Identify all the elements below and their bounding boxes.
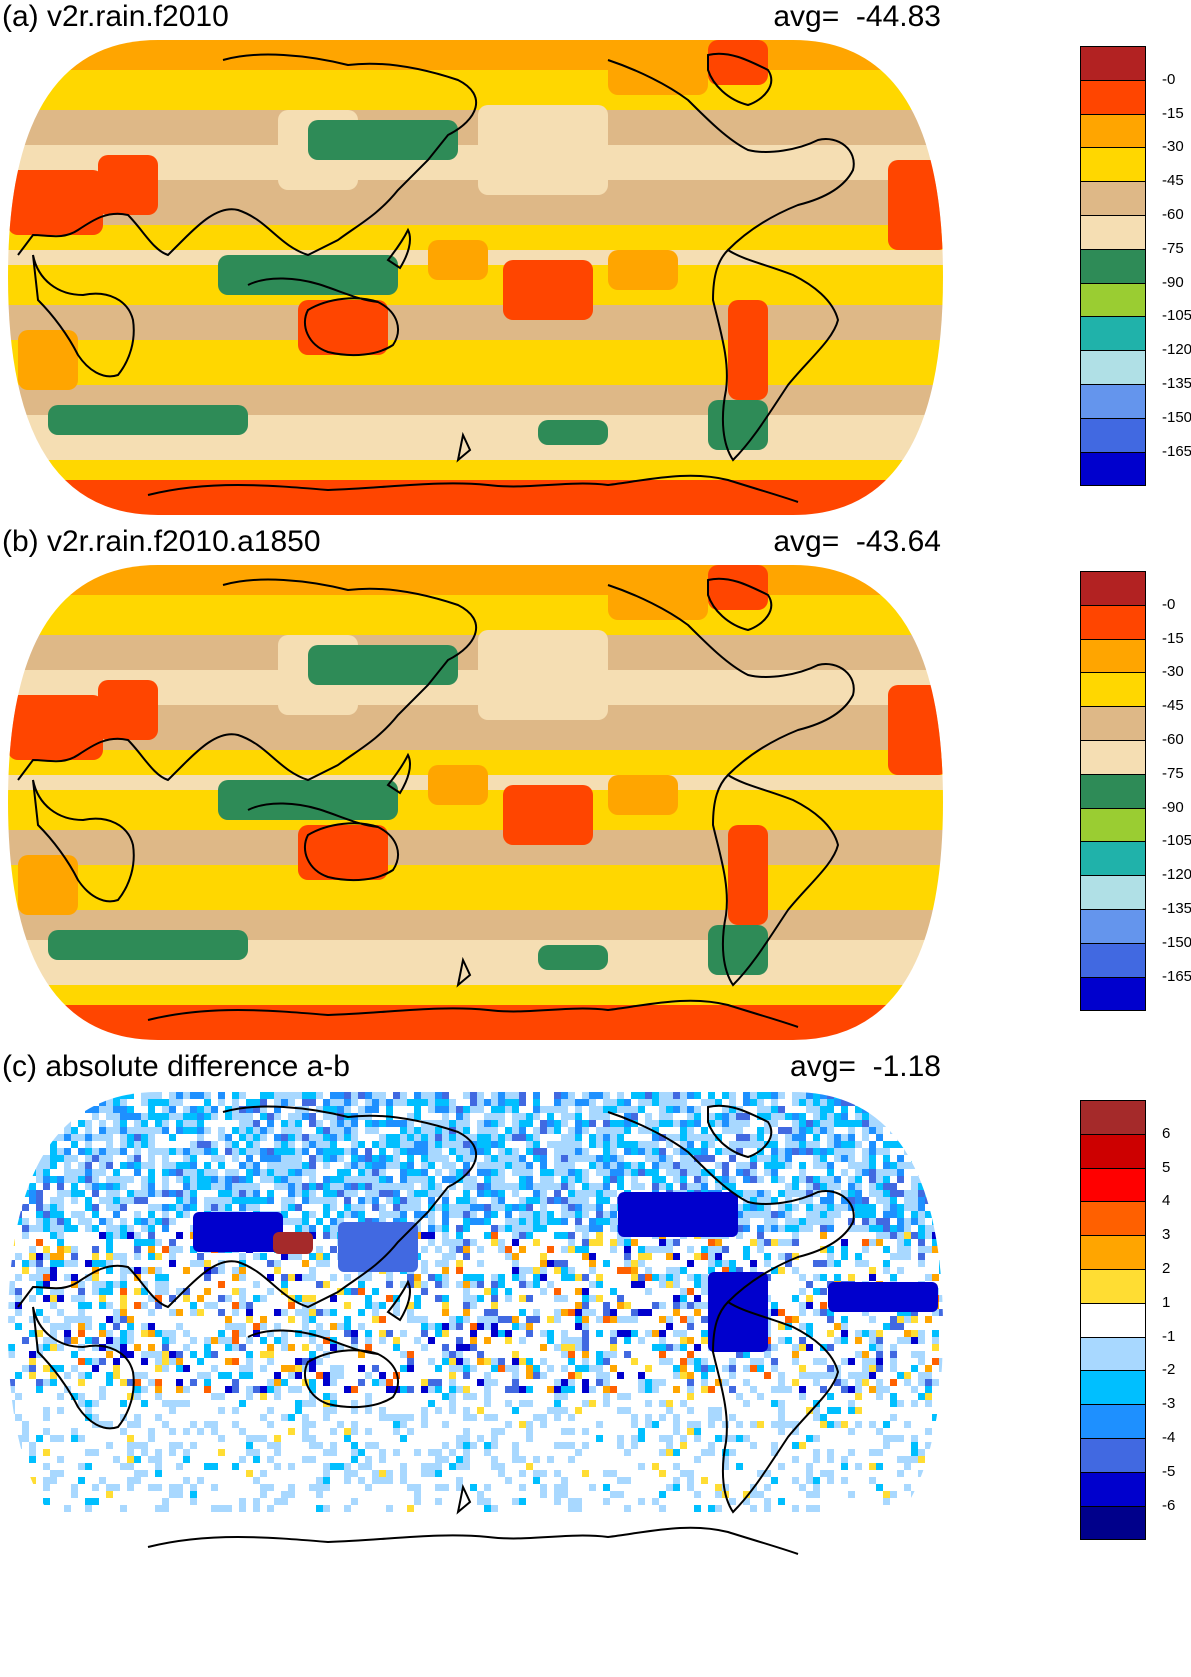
colorbar-box	[1080, 1471, 1146, 1507]
colorbar-tick-label: -90	[1162, 798, 1184, 816]
colorbar-box	[1080, 1505, 1146, 1541]
colorbar-tick-label: -120	[1162, 341, 1191, 359]
panel-b: (b) v2r.rain.f2010.a1850 avg= -43.64 -0 -…	[0, 525, 1191, 1040]
colorbar-tick-label: -135	[1162, 900, 1191, 917]
panel-average: avg= -44.83	[773, 0, 941, 34]
colorbar-tick-label: -45	[1162, 697, 1184, 715]
colorbar-tick-label: -3	[1162, 1395, 1176, 1413]
colorbar-box	[1080, 113, 1146, 149]
colorbar-tick-label: 2	[1162, 1260, 1171, 1277]
colorbar-box	[1080, 451, 1146, 487]
colorbar-tick-label: 6	[1162, 1124, 1171, 1142]
colorbar-box	[1080, 181, 1146, 216]
colorbar-box	[1080, 248, 1146, 284]
panel-average: avg= -1.18	[790, 1050, 941, 1084]
colorbar-box	[1080, 942, 1146, 978]
panel-title: (b) v2r.rain.f2010.a1850	[2, 525, 321, 558]
map-plot	[8, 40, 943, 515]
colorbar-box	[1080, 1201, 1146, 1237]
colorbar-box	[1080, 282, 1146, 318]
colorbar-tick-label: -135	[1162, 375, 1191, 392]
colorbar-box	[1080, 773, 1146, 809]
avg-value: -43.64	[855, 525, 941, 558]
colorbar-tick-label: -30	[1162, 663, 1184, 681]
colorbar-box	[1080, 604, 1146, 640]
colorbar-box	[1080, 740, 1146, 775]
colorbar-tick-label: -0	[1162, 595, 1176, 613]
colorbar-tick-label: -75	[1162, 239, 1184, 257]
colorbar-box	[1080, 807, 1146, 843]
panel-c: (c) absolute difference a-b avg= -1.18 6…	[0, 1050, 1191, 1677]
colorbar-tick-label: -6	[1162, 1496, 1176, 1514]
panel-average: avg= -43.64	[773, 525, 941, 559]
colorbar-box	[1080, 1302, 1146, 1338]
colorbar-box	[1080, 1100, 1146, 1135]
colorbar-box	[1080, 46, 1146, 81]
colorbar-tick-label: -105	[1162, 307, 1191, 325]
panel-title: (a) v2r.rain.f2010	[2, 0, 229, 33]
colorbar-box	[1080, 1133, 1146, 1169]
colorbar-tick-label: -0	[1162, 70, 1176, 88]
colorbar-box	[1080, 909, 1146, 944]
colorbar-box	[1080, 417, 1146, 453]
colorbar-tick-label: -150	[1162, 933, 1191, 951]
colorbar-box	[1080, 1438, 1146, 1473]
avg-label: avg=	[790, 1050, 856, 1083]
map-plot	[8, 565, 943, 1040]
panel-a: (a) v2r.rain.f2010 avg= -44.83 -0 -15 -30 -…	[0, 0, 1191, 515]
colorbar-tick-label: -105	[1162, 832, 1191, 850]
avg-label: avg=	[773, 0, 840, 33]
colorbar-box	[1080, 1336, 1146, 1372]
colorbar-box	[1080, 1167, 1146, 1203]
colorbar-tick-label: 1	[1162, 1293, 1171, 1311]
colorbar-box	[1080, 638, 1146, 674]
colorbar-tick-label: -90	[1162, 273, 1184, 291]
colorbar-box	[1080, 706, 1146, 741]
avg-value: -1.18	[872, 1050, 941, 1083]
colorbar-box	[1080, 1269, 1146, 1304]
colorbar-tick-label: -45	[1162, 172, 1184, 190]
colorbar-tick-label: -15	[1162, 104, 1184, 122]
colorbar-tick-label: -60	[1162, 206, 1184, 223]
colorbar-box	[1080, 672, 1146, 708]
colorbar-box	[1080, 976, 1146, 1012]
colorbar-box	[1080, 316, 1146, 352]
colorbar-tick-label: -4	[1162, 1429, 1176, 1446]
colorbar-tick-label: -120	[1162, 866, 1191, 884]
colorbar-tick-label: -75	[1162, 764, 1184, 782]
colorbar-box	[1080, 350, 1146, 385]
avg-value: -44.83	[855, 0, 941, 33]
colorbar-tick-label: -2	[1162, 1361, 1176, 1379]
colorbar-tick-label: 5	[1162, 1158, 1171, 1176]
colorbar-box	[1080, 384, 1146, 419]
colorbar-tick-label: -1	[1162, 1327, 1176, 1345]
avg-label: avg=	[773, 525, 840, 558]
colorbar-box	[1080, 875, 1146, 910]
colorbar-box	[1080, 1404, 1146, 1439]
colorbar-tick-label: -60	[1162, 731, 1184, 748]
colorbar-tick-label: -165	[1162, 967, 1191, 985]
colorbar-box	[1080, 571, 1146, 606]
panel-title: (c) absolute difference a-b	[2, 1050, 350, 1083]
colorbar-tick-label: -5	[1162, 1462, 1176, 1480]
colorbar-box	[1080, 147, 1146, 183]
colorbar-tick-label: 4	[1162, 1192, 1171, 1210]
colorbar-box	[1080, 215, 1146, 250]
colorbar-box	[1080, 1235, 1146, 1270]
colorbar-box	[1080, 841, 1146, 877]
colorbar-box	[1080, 79, 1146, 115]
colorbar-tick-label: -165	[1162, 442, 1191, 460]
map-plot	[8, 1092, 943, 1567]
colorbar-box	[1080, 1370, 1146, 1406]
colorbar-tick-label: -15	[1162, 629, 1184, 647]
colorbar-tick-label: -30	[1162, 138, 1184, 156]
colorbar-tick-label: -150	[1162, 408, 1191, 426]
colorbar-tick-label: 3	[1162, 1226, 1171, 1244]
